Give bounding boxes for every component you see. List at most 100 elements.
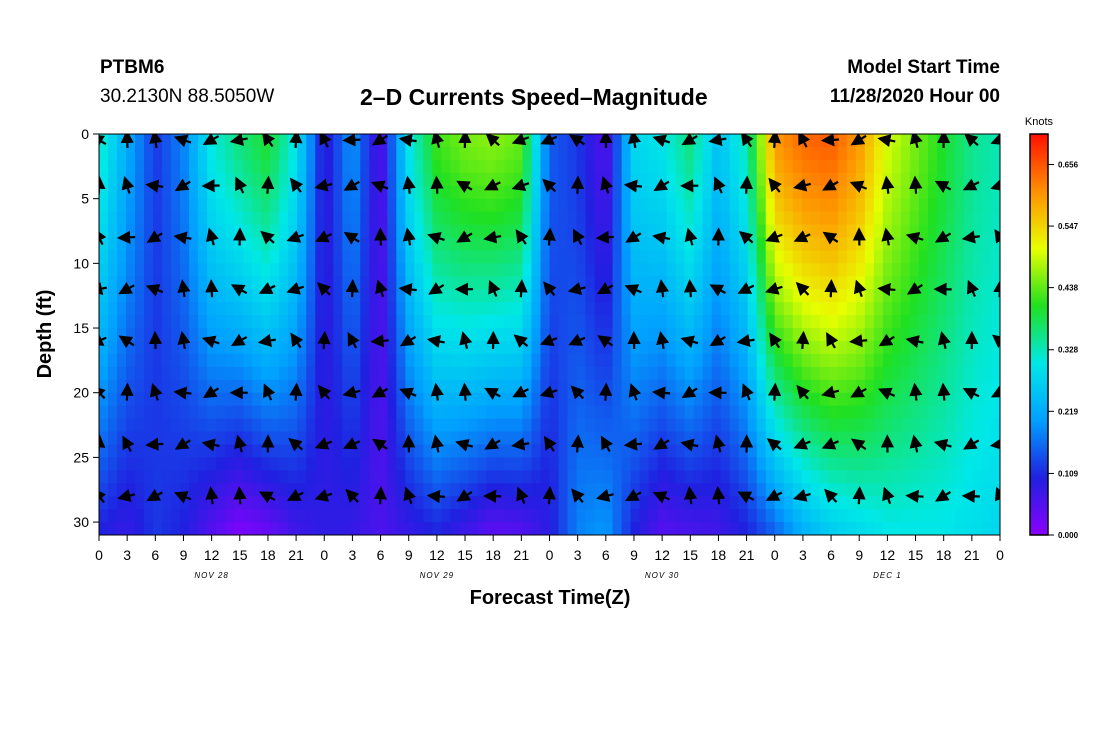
heat-cell: [513, 353, 524, 368]
heat-cell: [774, 302, 785, 316]
heat-cell: [117, 211, 127, 226]
heat-cell: [747, 302, 758, 316]
heat-cell: [378, 509, 388, 523]
heat-cell: [477, 289, 488, 303]
heat-cell: [954, 146, 965, 161]
heat-cell: [639, 250, 650, 264]
heat-cell: [198, 302, 208, 316]
heat-cell: [135, 302, 145, 316]
heat-cell: [486, 457, 497, 471]
heat-cell: [990, 405, 1000, 420]
heat-cell: [864, 457, 875, 471]
heat-cell: [261, 353, 271, 368]
heat-cell: [243, 185, 253, 200]
heat-cell: [891, 250, 902, 264]
heat-cell: [495, 134, 506, 148]
heat-cell: [387, 418, 397, 433]
current-vector: [345, 279, 359, 298]
heat-cell: [738, 276, 749, 290]
heat-cell: [108, 185, 118, 200]
heat-cell: [927, 522, 938, 535]
heat-cell: [342, 159, 352, 174]
heat-cell: [900, 315, 911, 329]
heat-cell: [216, 289, 226, 303]
current-vector: [173, 134, 192, 148]
heat-cell: [369, 431, 379, 446]
heat-cell: [162, 159, 172, 174]
heat-cell: [108, 276, 118, 290]
current-vector: [595, 489, 614, 502]
heat-cell: [666, 134, 677, 148]
heat-cell: [927, 392, 938, 407]
current-vector: [567, 282, 586, 295]
heat-cell: [846, 328, 857, 342]
heat-cell: [693, 224, 704, 239]
heat-cell: [387, 198, 397, 213]
heat-cell: [612, 405, 623, 420]
colorbar-tick-label: 0.547: [1058, 222, 1079, 231]
heat-cell: [441, 418, 451, 433]
heat-cell: [495, 418, 506, 433]
heat-cell: [171, 224, 181, 239]
heat-cell: [297, 198, 307, 213]
current-vector: [263, 383, 276, 401]
heat-cell: [954, 289, 965, 303]
heat-cell: [756, 379, 767, 394]
heat-cell: [684, 470, 695, 484]
heat-cell: [810, 198, 821, 213]
current-vector: [935, 489, 952, 502]
heat-cell: [423, 198, 433, 213]
heat-cell: [864, 470, 875, 484]
heat-cell: [585, 496, 596, 510]
heat-cell: [621, 392, 632, 407]
heat-cell: [279, 470, 289, 484]
heat-cell: [747, 211, 758, 226]
heat-cell: [99, 444, 109, 458]
heat-cell: [252, 353, 262, 368]
heat-cell: [342, 315, 352, 329]
heat-cell: [468, 340, 479, 355]
heat-cell: [972, 146, 983, 161]
heat-cell: [108, 379, 118, 394]
heat-cell: [684, 405, 695, 420]
heat-cell: [297, 340, 307, 355]
heat-cell: [540, 496, 551, 510]
current-vector: [849, 180, 868, 193]
heat-cell: [747, 250, 758, 264]
heat-cell: [585, 250, 596, 264]
heat-cell: [459, 289, 470, 303]
heat-cell: [414, 340, 424, 355]
heat-cell: [810, 483, 821, 497]
heat-cell: [423, 418, 433, 433]
heat-cell: [657, 185, 668, 200]
heat-cell: [621, 431, 632, 446]
heat-cell: [225, 276, 235, 290]
heat-cell: [936, 457, 947, 471]
heat-cell: [117, 379, 127, 394]
heat-cell: [288, 198, 298, 213]
heat-cell: [990, 470, 1000, 484]
heat-cell: [207, 250, 217, 264]
heat-cell: [954, 237, 965, 252]
heat-cell: [846, 211, 857, 226]
heat-cell: [135, 366, 145, 381]
heat-cell: [108, 328, 118, 342]
heat-cell: [522, 457, 533, 471]
current-vector: [145, 284, 164, 297]
heat-cell: [540, 457, 551, 471]
heat-cell: [909, 289, 920, 303]
heat-cell: [972, 276, 983, 290]
heat-cell: [225, 418, 235, 433]
heat-cell: [360, 276, 370, 290]
heat-cell: [558, 392, 569, 407]
heat-cell: [144, 328, 154, 342]
heat-cell: [657, 250, 668, 264]
heat-cell: [153, 496, 163, 510]
heat-cell: [594, 340, 605, 355]
heat-cell: [189, 379, 199, 394]
current-vector: [740, 134, 754, 148]
heat-cell: [873, 431, 884, 446]
heat-cell: [801, 418, 812, 433]
heat-cell: [936, 237, 947, 252]
heat-cell: [279, 340, 289, 355]
